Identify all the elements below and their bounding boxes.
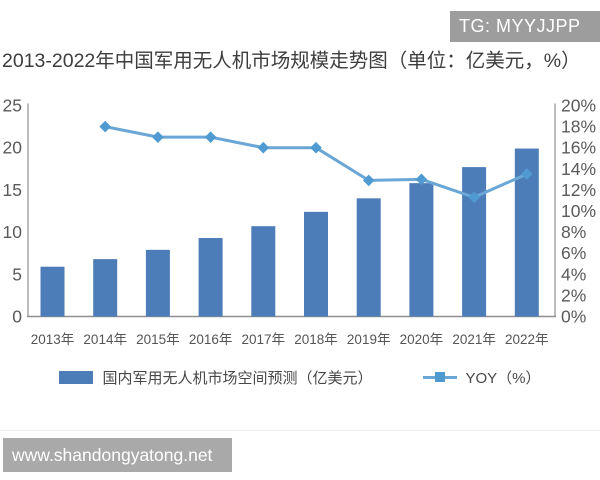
x-axis-tick: 2015年 bbox=[136, 332, 180, 347]
x-axis-tick: 2019年 bbox=[347, 332, 391, 347]
y-axis-right-tick: 6% bbox=[561, 243, 586, 263]
yoy-marker-2021年 bbox=[468, 191, 480, 204]
bar-2015年 bbox=[145, 249, 170, 317]
bar-2018年 bbox=[304, 211, 328, 317]
y-axis-right-tick: 10% bbox=[561, 201, 596, 221]
page-divider bbox=[0, 430, 600, 431]
yoy-marker-2019年 bbox=[362, 174, 375, 187]
footer-watermark: www.shandongyatong.net bbox=[3, 438, 232, 472]
x-axis-tick: 2020年 bbox=[400, 332, 444, 347]
y-axis-left-tick: 25 bbox=[3, 96, 22, 116]
yoy-marker-2017年 bbox=[257, 141, 270, 154]
line-series-marker bbox=[422, 371, 457, 383]
x-axis-tick: 2013年 bbox=[31, 332, 75, 347]
yoy-marker-2016年 bbox=[204, 131, 217, 143]
legend-square-icon bbox=[434, 372, 445, 382]
y-axis-left-tick: 0 bbox=[12, 307, 22, 327]
x-axis-tick: 2014年 bbox=[83, 332, 127, 347]
bar-series-swatch bbox=[59, 370, 94, 384]
y-axis-right-tick: 12% bbox=[561, 180, 596, 200]
y-axis-right-tick: 4% bbox=[561, 264, 586, 284]
chart-title: 2013-2022年中国军用无人机市场规模走势图（单位：亿美元，%） bbox=[2, 50, 581, 72]
y-axis-right-tick: 14% bbox=[561, 159, 596, 179]
yoy-marker-2015年 bbox=[152, 131, 164, 143]
y-axis-left-tick: 10 bbox=[3, 222, 23, 242]
bar-2014年 bbox=[93, 259, 118, 317]
x-axis-tick: 2021年 bbox=[452, 332, 496, 347]
legend-item-yoy: YOY（%） bbox=[422, 367, 541, 388]
y-axis-right-tick: 18% bbox=[561, 117, 596, 137]
yoy-marker-2022年 bbox=[521, 168, 533, 180]
x-axis-tick: 2022年 bbox=[505, 332, 549, 347]
legend-label-market: 国内军用无人机市场空间预测（亿美元） bbox=[102, 369, 373, 387]
bar-2020年 bbox=[409, 183, 434, 317]
x-axis-tick: 2017年 bbox=[242, 332, 286, 347]
bar-2017年 bbox=[251, 226, 276, 317]
x-axis-tick: 2018年 bbox=[294, 332, 338, 347]
y-axis-right-tick: 0% bbox=[561, 307, 586, 327]
y-axis-left-tick: 15 bbox=[3, 180, 22, 200]
chart-legend: 国内军用无人机市场空间预测（亿美元） YOY（%） bbox=[0, 364, 600, 390]
bar-2019年 bbox=[356, 198, 381, 317]
yoy-marker-2014年 bbox=[99, 120, 111, 133]
legend-item-market: 国内军用无人机市场空间预测（亿美元） bbox=[59, 367, 373, 388]
legend-label-yoy: YOY（%） bbox=[465, 369, 541, 387]
y-axis-right-tick: 16% bbox=[561, 138, 596, 158]
bar-2016年 bbox=[198, 238, 223, 317]
yoy-marker-2020年 bbox=[415, 173, 428, 186]
y-axis-right-tick: 2% bbox=[561, 285, 586, 305]
y-axis-left-tick: 20 bbox=[3, 138, 23, 158]
yoy-marker-2018年 bbox=[310, 141, 322, 154]
chart-svg: 0 5 10 15 20 25 0%2%4%6%8%10%12%14%16%18%20% 20… bbox=[3, 96, 597, 348]
bar-2013年 bbox=[40, 266, 65, 317]
watermark-badge: TG: MYYJJPP bbox=[450, 11, 600, 42]
y-axis-right-tick: 20% bbox=[561, 96, 596, 116]
y-axis-left-tick: 5 bbox=[12, 264, 22, 284]
x-axis-tick: 2016年 bbox=[189, 332, 233, 347]
y-axis-right-tick: 8% bbox=[561, 222, 586, 242]
bar-2021年 bbox=[462, 167, 487, 317]
